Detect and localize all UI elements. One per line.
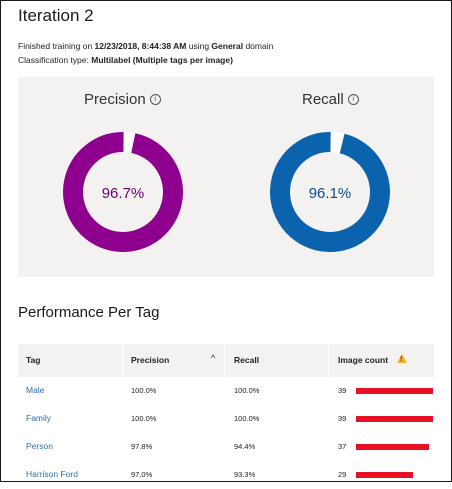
training-info-middle: using	[186, 41, 212, 51]
precision-cell: 100.0%	[131, 414, 157, 423]
training-info-suffix: domain	[243, 41, 274, 51]
classification-info: Classification type: Multilabel (Multipl…	[18, 55, 233, 65]
recall-cell: 100.0%	[234, 414, 260, 423]
recall-title: Recall i	[302, 91, 359, 108]
image-count-bar	[356, 388, 433, 394]
page-title: Iteration 2	[18, 6, 94, 25]
table-row: Harrison Ford 97.0% 93.3% 29	[18, 461, 434, 489]
image-count-bar	[356, 472, 413, 478]
column-header-tag[interactable]: Tag	[26, 355, 41, 365]
recall-cell: 100.0%	[234, 386, 260, 395]
column-header-recall[interactable]: Recall	[234, 355, 260, 365]
precision-title: Precision i	[84, 91, 161, 108]
tag-link[interactable]: Harrison Ford	[26, 469, 78, 479]
tag-link[interactable]: Family	[26, 413, 52, 423]
tag-link[interactable]: Person	[26, 441, 53, 451]
classification-prefix: Classification type:	[18, 55, 92, 65]
table-row: Male 100.0% 100.0% 39	[18, 377, 434, 405]
precision-info-icon[interactable]: i	[149, 93, 161, 105]
precision-cell: 97.8%	[131, 442, 153, 451]
tag-link[interactable]: Male	[26, 385, 45, 395]
column-divider	[224, 344, 225, 377]
column-divider	[328, 344, 329, 377]
table-row: Person 97.8% 94.4% 37	[18, 433, 434, 461]
image-count-cell: 37	[338, 442, 347, 451]
training-domain: General	[211, 41, 244, 51]
warning-icon[interactable]	[397, 354, 407, 363]
image-count-cell: 39	[338, 386, 347, 395]
precision-cell: 97.0%	[131, 470, 153, 479]
table-header: Tag Precision ^ Recall Image count !	[18, 344, 434, 377]
image-count-cell: 39	[338, 414, 347, 423]
metrics-panel: Precision i Recall i 96.7% 96.1%	[18, 77, 434, 277]
performance-title: Performance Per Tag	[18, 304, 160, 321]
image-count-bar	[356, 416, 433, 422]
table-row: Family 100.0% 100.0% 39	[18, 405, 434, 433]
column-divider	[122, 344, 123, 377]
training-date: 12/23/2018, 8:44:38 AM	[94, 41, 187, 51]
recall-cell: 93.3%	[234, 470, 256, 479]
classification-type: Multilabel (Multiple tags per image)	[91, 55, 233, 65]
recall-value: 96.1%	[309, 185, 352, 202]
column-header-precision[interactable]: Precision	[131, 355, 170, 365]
training-info-prefix: Finished training on	[18, 41, 95, 51]
recall-cell: 94.4%	[234, 442, 256, 451]
recall-info-icon[interactable]: i	[347, 93, 359, 105]
training-info: Finished training on 12/23/2018, 8:44:38…	[18, 41, 273, 51]
recall-donut-arc	[270, 132, 390, 252]
precision-donut-chart: 96.7%	[63, 132, 183, 252]
precision-cell: 100.0%	[131, 386, 157, 395]
sort-ascending-icon[interactable]: ^	[211, 353, 216, 363]
recall-label: Recall	[302, 91, 344, 108]
recall-donut-chart: 96.1%	[270, 132, 390, 252]
column-header-image-count[interactable]: Image count	[338, 355, 389, 365]
image-count-cell: 29	[338, 470, 347, 479]
image-count-bar	[356, 444, 429, 450]
precision-value: 96.7%	[102, 185, 145, 202]
warning-mark: !	[400, 356, 403, 363]
precision-label: Precision	[84, 91, 146, 108]
